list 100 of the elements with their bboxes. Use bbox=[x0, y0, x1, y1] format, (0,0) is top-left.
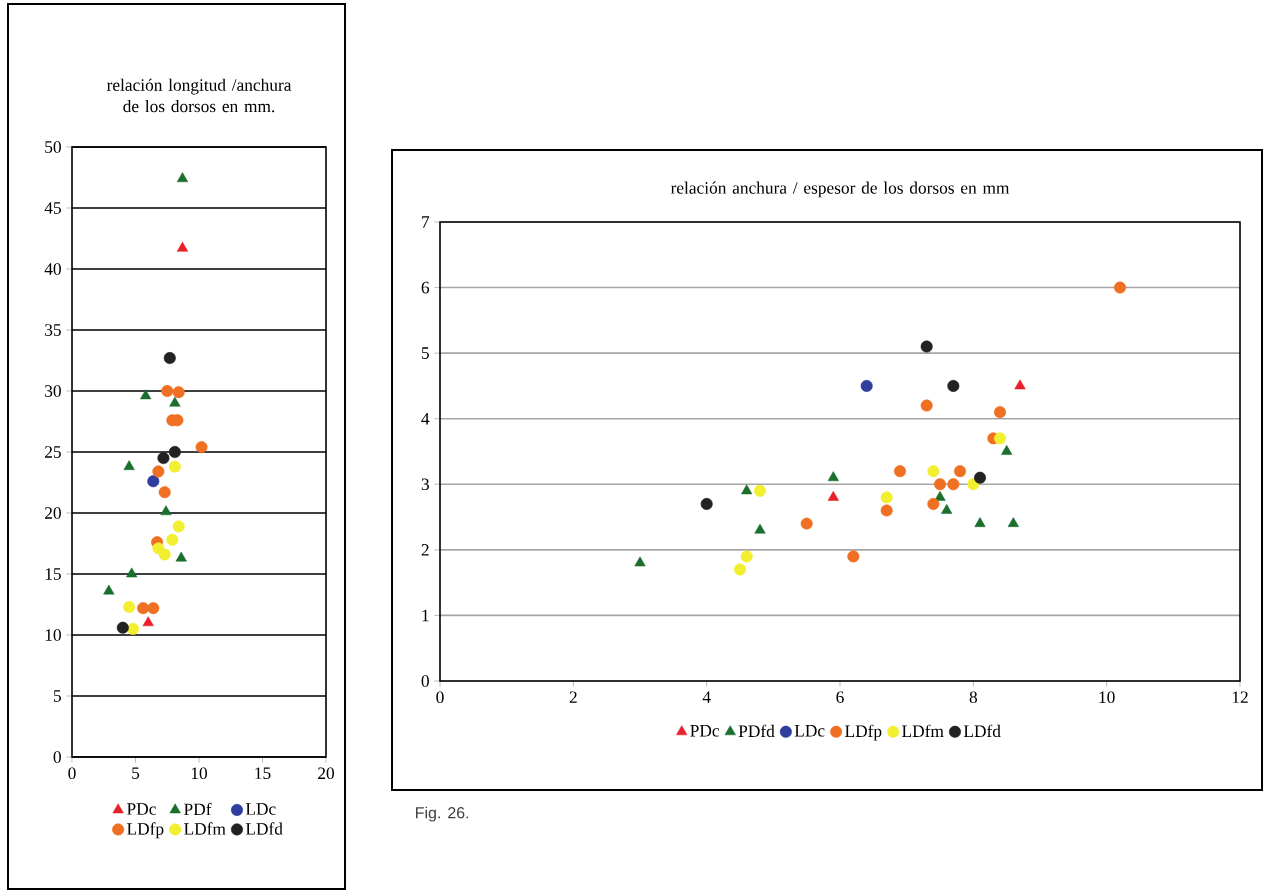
point bbox=[176, 172, 189, 183]
y-tick-label: 0 bbox=[53, 751, 61, 763]
legend-label: LDfp bbox=[845, 724, 882, 741]
point bbox=[734, 563, 747, 576]
point bbox=[161, 384, 174, 397]
chart-title: relación longitud /anchura de los dorsos en mm. bbox=[106, 78, 292, 113]
point bbox=[927, 497, 940, 510]
y-tick-label: 0 bbox=[421, 675, 429, 687]
point bbox=[103, 584, 115, 595]
point bbox=[169, 396, 181, 407]
point bbox=[126, 567, 138, 578]
point bbox=[634, 556, 646, 567]
point bbox=[947, 379, 960, 392]
point bbox=[860, 379, 873, 392]
point bbox=[927, 465, 940, 478]
point bbox=[163, 352, 176, 365]
y-tick-label: 15 bbox=[45, 568, 61, 580]
point bbox=[880, 491, 893, 504]
x-tick-label: 5 bbox=[132, 767, 140, 779]
y-tick-label: 5 bbox=[421, 347, 429, 359]
point bbox=[1114, 281, 1127, 294]
point bbox=[126, 622, 139, 635]
point bbox=[1007, 517, 1019, 527]
point bbox=[168, 445, 181, 458]
point bbox=[172, 386, 185, 399]
y-tick-label: 25 bbox=[45, 446, 61, 458]
legend-label: LDfd bbox=[963, 724, 1001, 738]
point bbox=[894, 465, 907, 478]
point bbox=[700, 497, 713, 510]
y-tick-label: 20 bbox=[45, 507, 61, 519]
point bbox=[974, 471, 987, 484]
y-tick-label: 50 bbox=[45, 141, 61, 153]
point bbox=[941, 504, 953, 514]
point bbox=[994, 406, 1007, 419]
point bbox=[947, 478, 960, 491]
x-tick-label: 0 bbox=[436, 691, 444, 704]
legend-label: LDfd bbox=[245, 822, 283, 835]
x-tick-label: 8 bbox=[969, 691, 978, 704]
point bbox=[160, 505, 172, 516]
point bbox=[827, 471, 839, 482]
point bbox=[954, 465, 967, 478]
point bbox=[827, 490, 839, 501]
x-tick-label: 6 bbox=[836, 691, 844, 704]
point bbox=[994, 432, 1007, 445]
x-tick-label: 10 bbox=[1099, 691, 1115, 704]
y-tick-label: 6 bbox=[421, 281, 430, 294]
point bbox=[740, 550, 753, 563]
point bbox=[754, 523, 766, 534]
point bbox=[147, 602, 160, 615]
point bbox=[1014, 379, 1026, 390]
point bbox=[140, 389, 152, 400]
legend-label: LDfp bbox=[127, 822, 164, 839]
point bbox=[195, 441, 208, 454]
chart-title: relación anchura / espesor de los dorsos en mm bbox=[670, 181, 1010, 198]
point bbox=[158, 548, 171, 561]
legend-label: PDc bbox=[127, 803, 156, 815]
point bbox=[800, 517, 813, 530]
legend-label: LDfm bbox=[184, 822, 226, 835]
point bbox=[116, 621, 129, 634]
y-tick-label: 10 bbox=[45, 629, 61, 641]
y-tick-label: 30 bbox=[45, 385, 61, 397]
point bbox=[934, 478, 947, 491]
point bbox=[142, 616, 154, 627]
point bbox=[158, 486, 171, 499]
point bbox=[137, 602, 150, 615]
point bbox=[166, 533, 179, 546]
x-tick-label: 2 bbox=[569, 691, 577, 703]
point bbox=[147, 475, 160, 488]
caption: Fig. 26. bbox=[416, 806, 469, 822]
x-tick-label: 10 bbox=[191, 767, 208, 780]
point bbox=[920, 399, 933, 412]
point bbox=[152, 465, 165, 478]
y-tick-label: 45 bbox=[44, 202, 61, 214]
point bbox=[741, 484, 753, 495]
legend-label: PDf bbox=[184, 802, 212, 816]
legend-label: PDfd bbox=[738, 724, 775, 738]
point bbox=[847, 550, 860, 563]
point bbox=[175, 551, 187, 562]
x-tick-label: 0 bbox=[68, 767, 76, 780]
legend-label: LDc bbox=[245, 803, 276, 815]
legend-label: LDc bbox=[794, 725, 825, 737]
y-tick-label: 7 bbox=[422, 216, 430, 228]
y-tick-label: 4 bbox=[421, 412, 430, 425]
point bbox=[123, 600, 136, 613]
point bbox=[172, 520, 185, 533]
legend-label: LDfm bbox=[902, 724, 944, 737]
point bbox=[754, 484, 767, 497]
point bbox=[880, 504, 893, 517]
point bbox=[974, 517, 986, 527]
y-tick-label: 40 bbox=[44, 263, 61, 275]
point bbox=[168, 460, 181, 473]
y-tick-label: 35 bbox=[45, 324, 61, 336]
point bbox=[157, 452, 170, 465]
x-tick-label: 4 bbox=[702, 691, 711, 703]
legend-label: PDc bbox=[690, 725, 720, 737]
y-tick-label: 1 bbox=[422, 609, 429, 622]
y-tick-label: 3 bbox=[421, 478, 429, 491]
x-tick-label: 12 bbox=[1232, 691, 1248, 703]
x-tick-label: 20 bbox=[318, 767, 335, 780]
point bbox=[1001, 445, 1013, 455]
